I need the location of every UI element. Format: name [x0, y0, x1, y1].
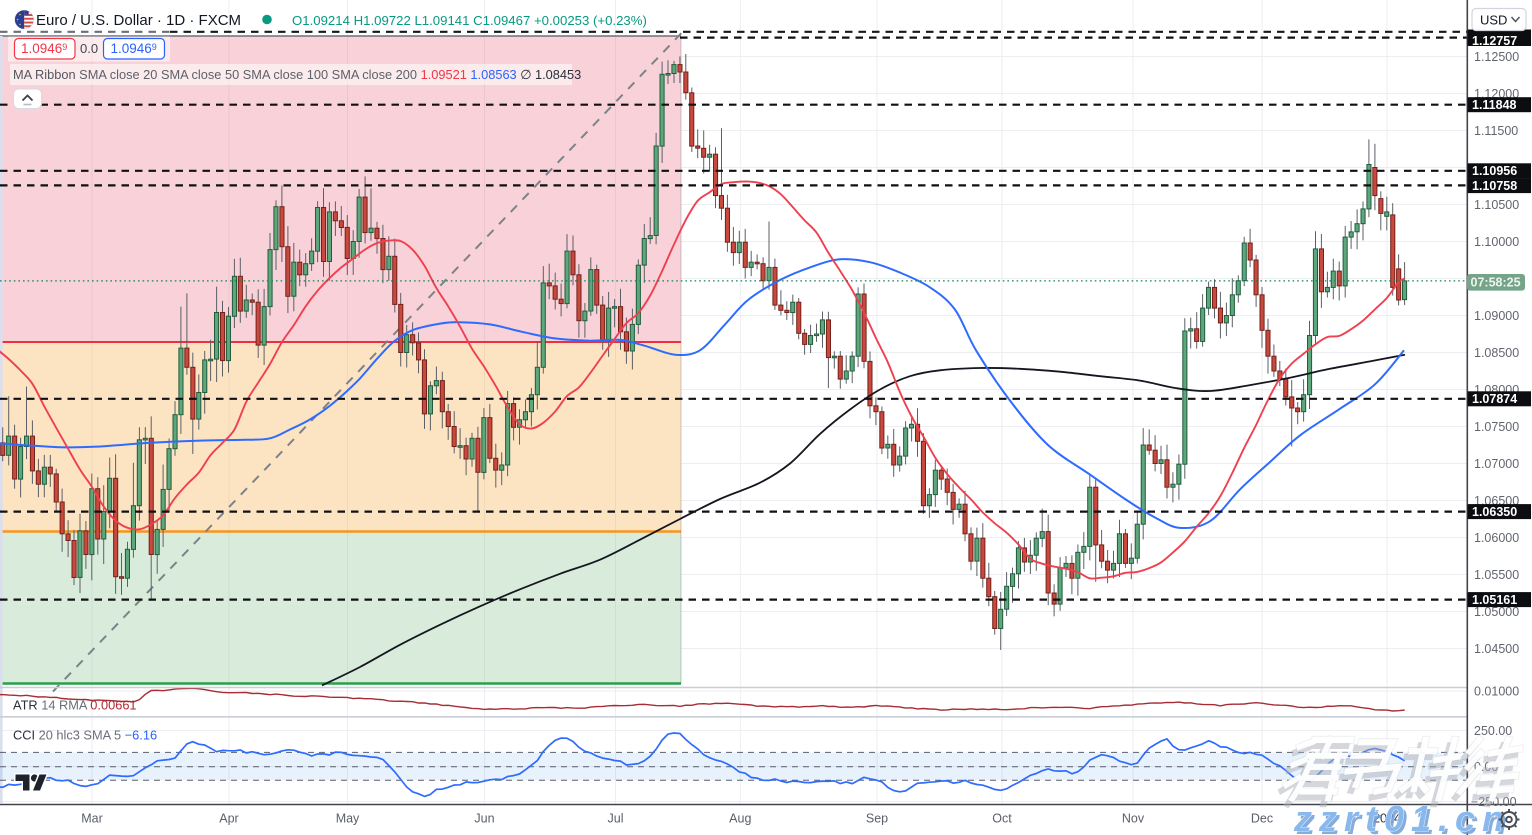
svg-text:ATR 14 RMA 0.00661: ATR 14 RMA 0.00661 — [13, 698, 137, 713]
svg-text:Aug: Aug — [729, 812, 751, 826]
svg-text:1.10758: 1.10758 — [1472, 179, 1517, 193]
svg-text:1.10000: 1.10000 — [1474, 235, 1519, 249]
svg-text:May: May — [336, 812, 360, 826]
svg-text:1.10500: 1.10500 — [1474, 198, 1519, 212]
svg-text:1.12757: 1.12757 — [1472, 34, 1517, 48]
svg-text:1.09000: 1.09000 — [1474, 309, 1519, 323]
svg-text:1.05000: 1.05000 — [1474, 605, 1519, 619]
svg-text:MA Ribbon SMA close 20 SMA clo: MA Ribbon SMA close 20 SMA close 50 SMA … — [13, 67, 581, 82]
svg-text:0.0: 0.0 — [80, 41, 98, 56]
svg-text:1.09469: 1.09469 — [111, 41, 157, 56]
svg-text:2024: 2024 — [1373, 812, 1401, 826]
svg-text:1.07500: 1.07500 — [1474, 420, 1519, 434]
svg-text:Oct: Oct — [992, 812, 1012, 826]
svg-text:1.06000: 1.06000 — [1474, 531, 1519, 545]
svg-text:07:58:25: 07:58:25 — [1471, 276, 1521, 290]
svg-text:1.05500: 1.05500 — [1474, 568, 1519, 582]
svg-text:Euro / U.S. Dollar · 1D · FXCM: Euro / U.S. Dollar · 1D · FXCM — [36, 12, 241, 29]
svg-text:USD: USD — [1480, 13, 1507, 28]
svg-text:1.05161: 1.05161 — [1472, 593, 1517, 607]
svg-text:Jun: Jun — [474, 812, 494, 826]
svg-text:1.06350: 1.06350 — [1472, 505, 1517, 519]
svg-text:1.04500: 1.04500 — [1474, 642, 1519, 656]
svg-text:0.01000: 0.01000 — [1474, 684, 1519, 698]
svg-text:Jul: Jul — [608, 812, 624, 826]
svg-text:zzrt01.cn: zzrt01.cn — [1293, 798, 1511, 835]
svg-text:1.08500: 1.08500 — [1474, 346, 1519, 360]
svg-text:O1.09214 H1.09722 L1.09141 C1.: O1.09214 H1.09722 L1.09141 C1.09467 +0.0… — [292, 13, 647, 28]
svg-text:1.12500: 1.12500 — [1474, 50, 1519, 64]
svg-text:Nov: Nov — [1122, 812, 1145, 826]
svg-text:Dec: Dec — [1251, 812, 1273, 826]
svg-text:CCI 20 hlc3 SMA 5 −6.16: CCI 20 hlc3 SMA 5 −6.16 — [13, 728, 157, 743]
svg-text:1.07874: 1.07874 — [1472, 392, 1517, 406]
svg-text:Apr: Apr — [219, 812, 238, 826]
svg-text:1.10956: 1.10956 — [1472, 164, 1517, 178]
svg-text:Mar: Mar — [81, 812, 103, 826]
svg-text:Sep: Sep — [866, 812, 888, 826]
svg-text:zzrt01.cn: zzrt01.cn — [1296, 801, 1514, 835]
svg-text:250.00: 250.00 — [1474, 724, 1512, 738]
svg-text:1.11848: 1.11848 — [1472, 98, 1517, 112]
svg-text:1.09469: 1.09469 — [21, 41, 67, 56]
svg-text:1.11500: 1.11500 — [1474, 124, 1518, 138]
svg-text:1.07000: 1.07000 — [1474, 457, 1519, 471]
